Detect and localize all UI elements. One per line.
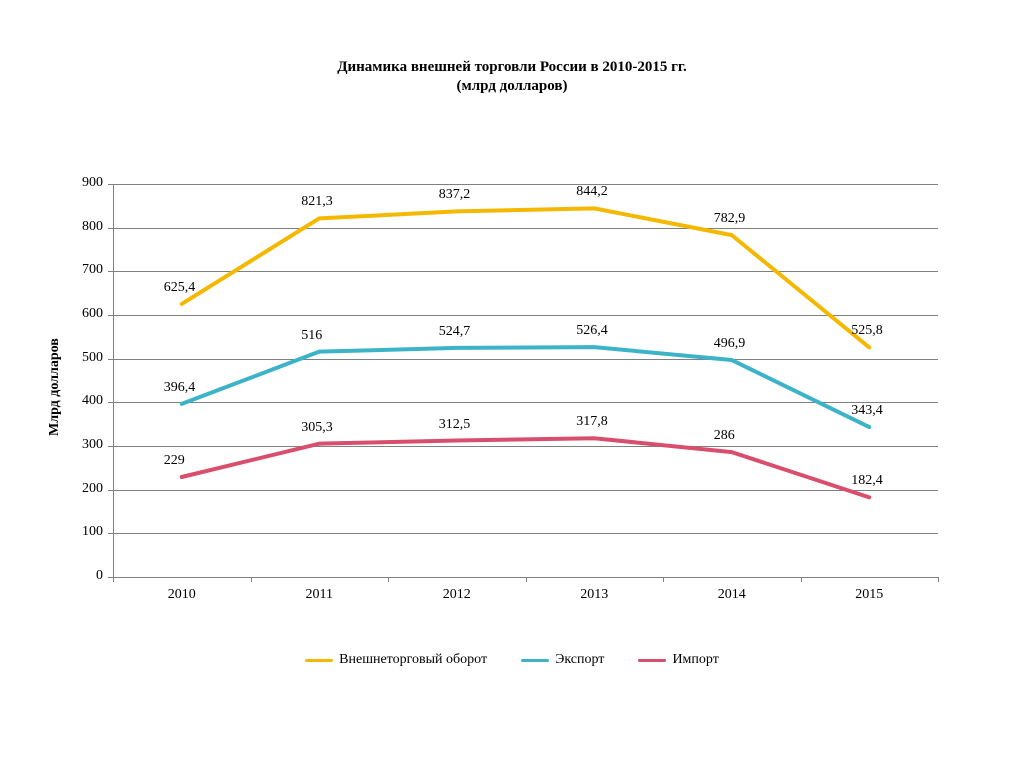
y-tick-label: 600 (63, 306, 103, 322)
x-tick-label: 2012 (427, 587, 487, 603)
legend-swatch (305, 659, 333, 662)
y-tick-label: 500 (63, 350, 103, 366)
legend-swatch (638, 659, 666, 662)
data-label: 837,2 (439, 187, 471, 203)
data-label: 782,9 (714, 211, 746, 227)
chart-title-line1: Динамика внешней торговли России в 2010-… (0, 58, 1024, 77)
page: Динамика внешней торговли России в 2010-… (0, 0, 1024, 768)
legend-item: Экспорт (521, 652, 604, 668)
y-tick-label: 700 (63, 262, 103, 278)
y-tick-label: 400 (63, 393, 103, 409)
legend-item: Импорт (638, 652, 718, 668)
data-label: 524,7 (439, 324, 471, 340)
chart-title: Динамика внешней торговли России в 2010-… (0, 58, 1024, 96)
x-tick-label: 2011 (289, 587, 349, 603)
legend: Внешнеторговый оборот Экспорт Импорт (0, 652, 1024, 668)
data-label: 286 (714, 428, 735, 444)
data-label: 516 (301, 328, 322, 344)
x-tick-label: 2015 (839, 587, 899, 603)
series-line (182, 347, 870, 427)
x-tick (938, 577, 939, 582)
series-svg (113, 184, 938, 577)
plot-area: 0100200300400500600700800900201020112012… (113, 184, 938, 577)
data-label: 343,4 (851, 403, 883, 419)
chart-title-line2: (млрд долларов) (0, 77, 1024, 96)
legend-item: Внешнеторговый оборот (305, 652, 487, 668)
legend-label: Импорт (672, 652, 718, 668)
data-label: 525,8 (851, 323, 883, 339)
series-line (182, 208, 870, 347)
data-label: 229 (164, 453, 185, 469)
y-tick-label: 200 (63, 481, 103, 497)
data-label: 182,4 (851, 473, 883, 489)
x-axis-line (113, 577, 938, 578)
data-label: 496,9 (714, 336, 746, 352)
y-tick-label: 800 (63, 219, 103, 235)
data-label: 305,3 (301, 420, 333, 436)
data-label: 312,5 (439, 417, 471, 433)
legend-label: Внешнеторговый оборот (339, 652, 487, 668)
x-tick-label: 2014 (702, 587, 762, 603)
x-tick-label: 2013 (564, 587, 624, 603)
data-label: 821,3 (301, 194, 333, 210)
series-line (182, 438, 870, 497)
legend-label: Экспорт (555, 652, 604, 668)
y-tick-label: 0 (63, 568, 103, 584)
y-axis-title: Млрд долларов (47, 338, 63, 436)
x-tick-label: 2010 (152, 587, 212, 603)
data-label: 317,8 (576, 414, 608, 430)
data-label: 526,4 (576, 323, 608, 339)
y-tick-label: 100 (63, 524, 103, 540)
data-label: 396,4 (164, 380, 196, 396)
y-tick-label: 900 (63, 175, 103, 191)
data-label: 844,2 (576, 184, 608, 200)
data-label: 625,4 (164, 280, 196, 296)
legend-swatch (521, 659, 549, 662)
y-tick-label: 300 (63, 437, 103, 453)
